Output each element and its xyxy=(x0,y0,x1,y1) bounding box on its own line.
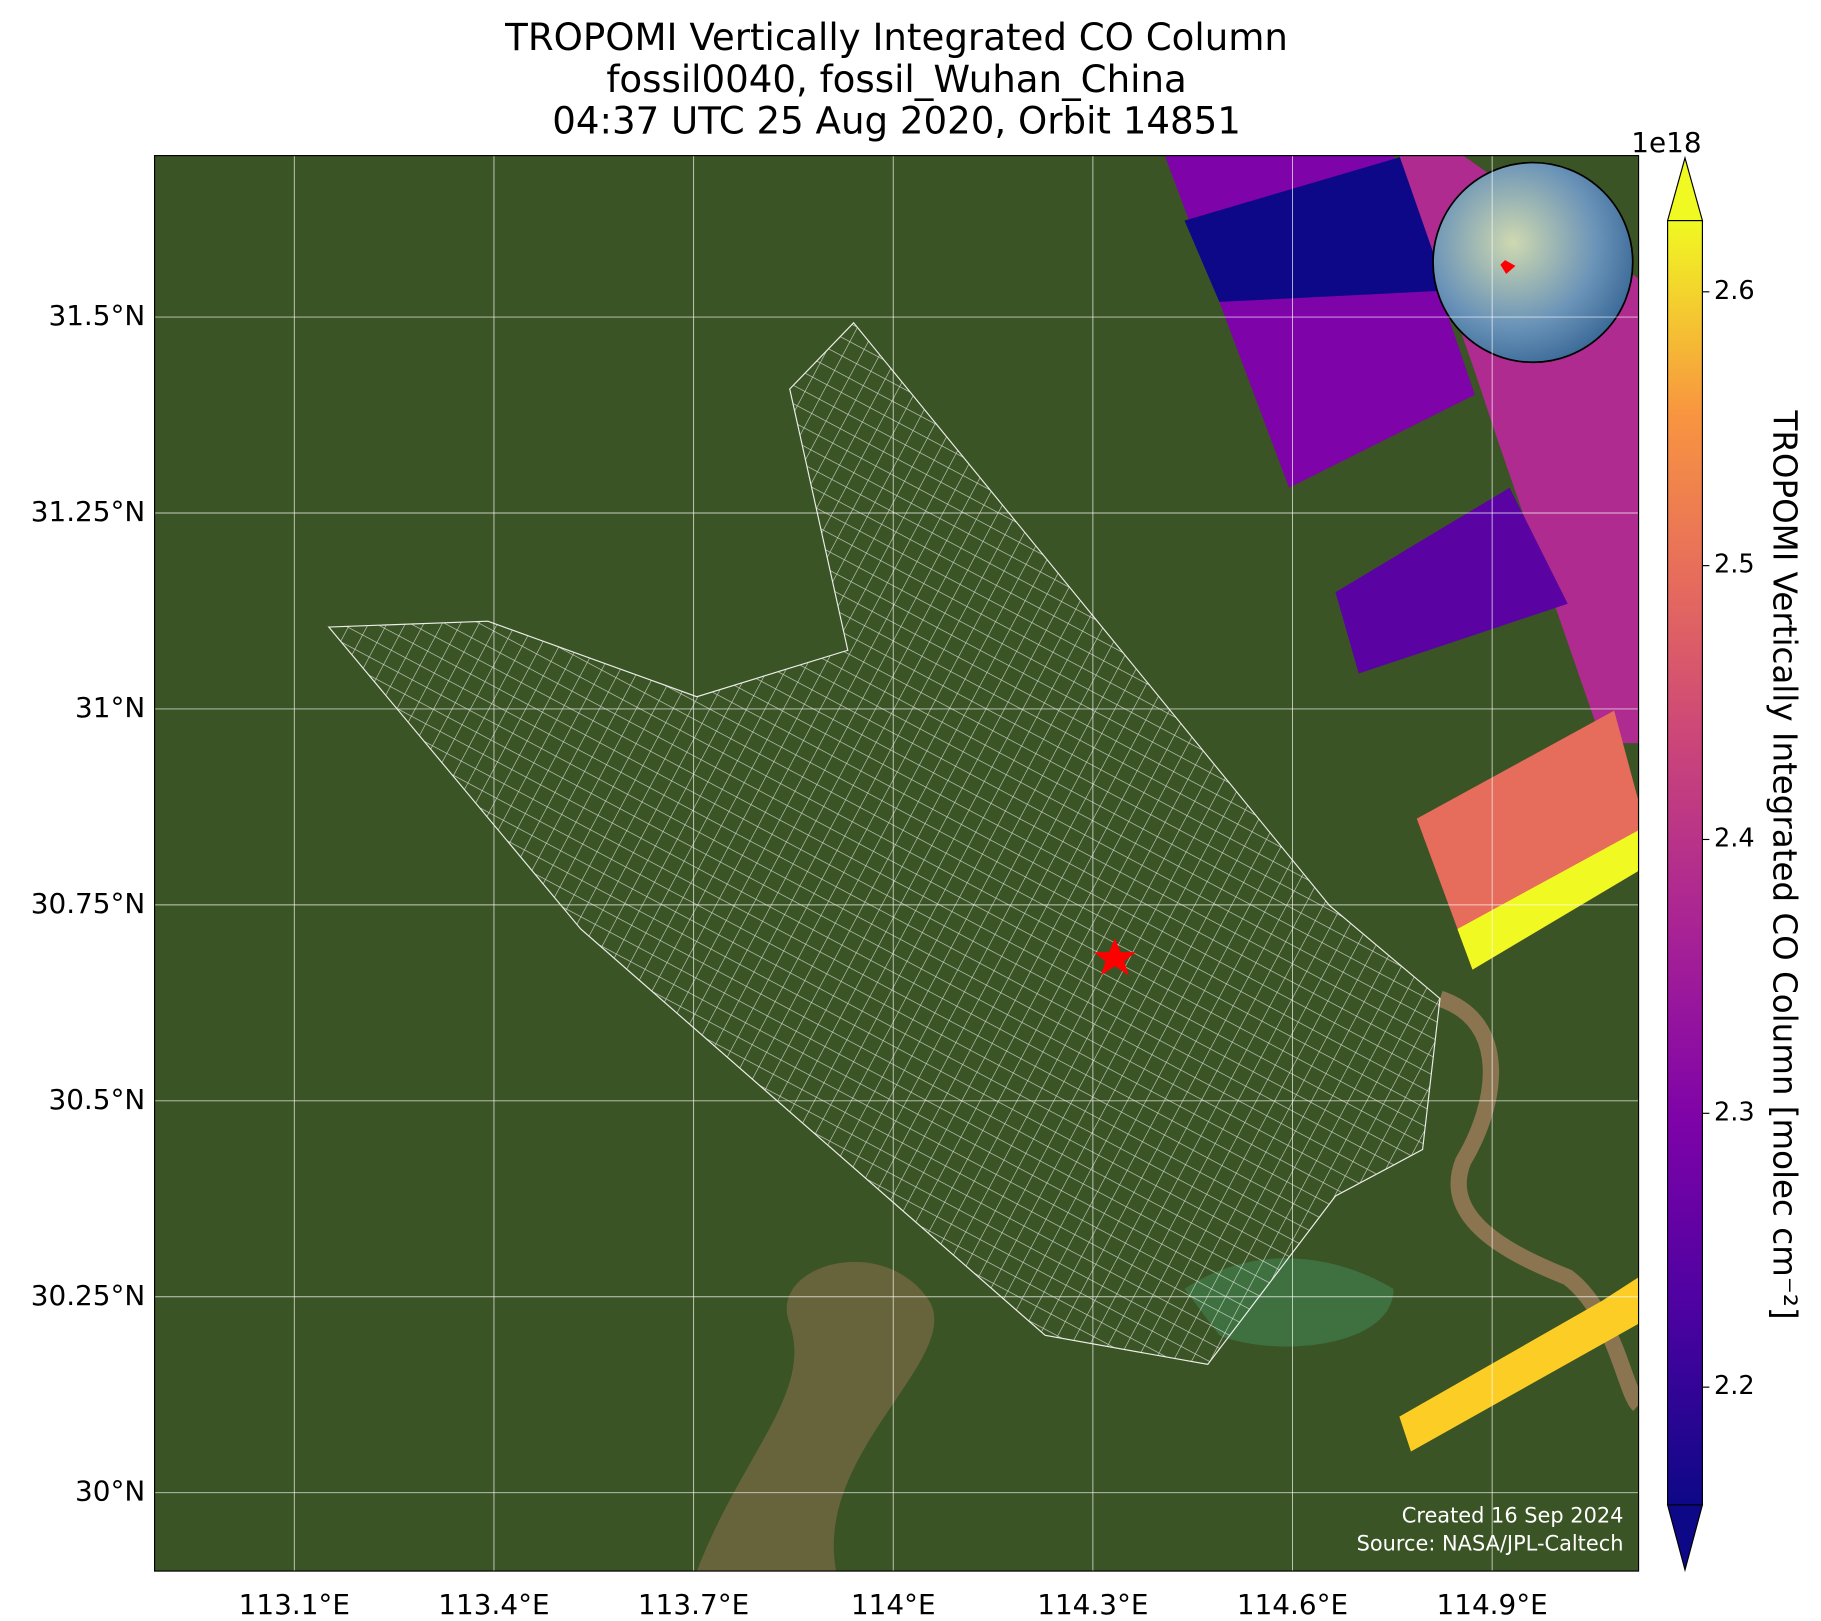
map-area xyxy=(154,155,1639,1572)
colorbar-offset-label: 1e18 xyxy=(1631,126,1701,159)
swath xyxy=(1335,487,1568,674)
colorbar-tick-label: 2.6 xyxy=(1714,276,1755,306)
site-marker xyxy=(1093,938,1136,976)
colorbar-tick-label: 2.3 xyxy=(1714,1097,1755,1127)
swath xyxy=(1399,1277,1639,1452)
x-tick-label: 113.1°E xyxy=(239,1588,350,1621)
colorbar-tick-label: 2.4 xyxy=(1714,823,1755,853)
locator-globe xyxy=(1432,161,1634,364)
river xyxy=(696,1261,935,1572)
river xyxy=(1437,990,1639,1412)
globe-marker xyxy=(1500,260,1516,275)
y-tick-label: 30.75°N xyxy=(31,887,146,920)
colorbar-body xyxy=(1667,220,1704,1506)
y-tick-label: 30.25°N xyxy=(31,1279,146,1312)
footer-text: Source: NASA/JPL-Caltech xyxy=(1357,1531,1624,1555)
x-tick-label: 113.4°E xyxy=(438,1588,549,1621)
swath xyxy=(1184,155,1452,302)
axes: 113.1°E 113.4°E 113.7°E 114°E 114.3°E 114.6°E… xyxy=(31,155,1639,1621)
y-tick-label: 31.5°N xyxy=(48,299,145,332)
title: TROPOMI Vertically Integrated CO Columnf… xyxy=(504,16,1288,143)
colorbar-label: TROPOMI Vertically Integrated CO Column … xyxy=(1766,409,1804,1319)
title-line: fossil0040, fossil_Wuhan_China xyxy=(606,58,1186,101)
x-tick-label: 114.9°E xyxy=(1437,1588,1548,1621)
x-tick-label: 113.7°E xyxy=(638,1588,749,1621)
title-line: TROPOMI Vertically Integrated CO Column xyxy=(504,16,1288,59)
colorbar-tick-label: 2.5 xyxy=(1714,550,1755,580)
colorbar: 2.2 2.3 2.4 2.5 2.6 1e18 TROPOMI Vertically In… xyxy=(1631,126,1804,1573)
x-tick-label: 114°E xyxy=(851,1588,936,1621)
colorbar-extend-max xyxy=(1666,155,1704,222)
footer-text: Created 16 Sep 2024 xyxy=(1402,1503,1624,1527)
x-tick-label: 114.3°E xyxy=(1037,1588,1148,1621)
x-tick-label: 114.6°E xyxy=(1237,1588,1348,1621)
pixel-mesh xyxy=(327,321,1441,1366)
y-tick-label: 31°N xyxy=(75,691,145,724)
y-tick-label: 31.25°N xyxy=(31,495,146,528)
colorbar-extend-min xyxy=(1666,1504,1704,1573)
y-tick-label: 30.5°N xyxy=(48,1083,145,1116)
title-line: 04:37 UTC 25 Aug 2020, Orbit 14851 xyxy=(552,100,1241,143)
map-frame xyxy=(153,155,1640,1572)
swath xyxy=(1457,830,1639,970)
y-tick-label: 30°N xyxy=(75,1475,145,1508)
colorbar-tick-label: 2.2 xyxy=(1714,1371,1755,1401)
